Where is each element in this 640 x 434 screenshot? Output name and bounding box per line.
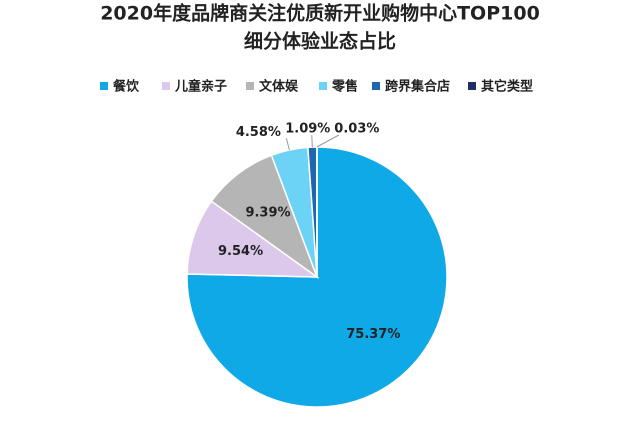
value-label: 1.09% — [285, 122, 330, 137]
legend-swatch — [372, 82, 380, 90]
legend-swatch — [468, 82, 476, 90]
value-label: 9.54% — [218, 244, 263, 259]
value-label: 0.03% — [334, 122, 379, 137]
leader-line — [316, 134, 340, 148]
chart-title: 2020年度品牌商关注优质新开业购物中心TOP100 — [100, 2, 540, 25]
pie-slice — [210, 154, 319, 280]
legend-swatch — [162, 82, 170, 90]
legend-label: 零售 — [331, 79, 358, 95]
legend-label: 餐饮 — [112, 79, 140, 95]
pie-slice — [186, 200, 320, 278]
value-label: 4.58% — [236, 125, 281, 140]
legend-label: 跨界集合店 — [385, 79, 450, 95]
leader-line — [311, 135, 313, 148]
value-label: 75.37% — [346, 327, 400, 342]
legend-swatch — [246, 82, 254, 90]
legend-swatch — [100, 82, 108, 90]
legend-swatch — [319, 82, 327, 90]
legend-label: 儿童亲子 — [174, 79, 227, 95]
pie-slice — [186, 146, 448, 408]
legend-label: 其它类型 — [481, 79, 533, 95]
leader-line — [285, 138, 290, 151]
chart-subtitle: 细分体验业态占比 — [244, 30, 396, 53]
value-label: 9.39% — [245, 205, 290, 220]
legend-label: 文体娱 — [259, 79, 299, 95]
